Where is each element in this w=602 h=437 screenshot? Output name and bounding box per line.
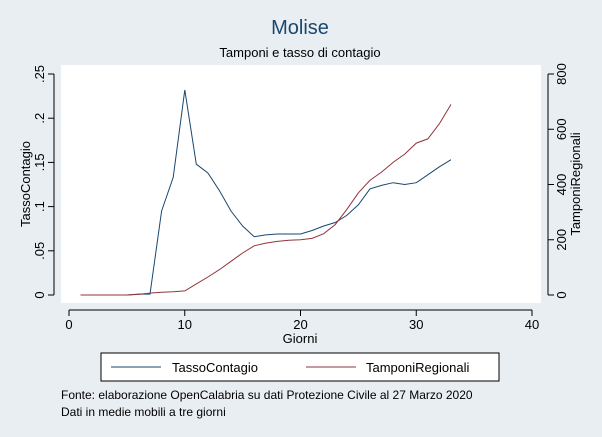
series-line-tamponiregionali: [80, 104, 452, 296]
legend-label-tassocontagio: TassoContagio: [172, 360, 258, 375]
left-tick-label: .2: [32, 113, 47, 124]
left-tick-label: .1: [32, 201, 47, 212]
left-tick-label: 0: [32, 291, 47, 298]
x-tick-label: 20: [293, 317, 307, 332]
x-tick-label: 10: [178, 317, 192, 332]
left-axis-ticks: 0 .05 .1 .15 .2 .25: [32, 65, 54, 299]
legend-label-tamponiregionali: TamponiRegionali: [366, 360, 469, 375]
legend: TassoContagio TamponiRegionali: [100, 352, 500, 382]
x-tick-label: 0: [65, 317, 72, 332]
plot-area: [61, 65, 541, 303]
left-tick-label: .15: [32, 153, 47, 171]
left-tick-label: .05: [32, 242, 47, 260]
series-group: [80, 89, 452, 296]
y-axis-left-title: TassoContagio: [18, 141, 33, 227]
right-tick-label: 400: [554, 174, 569, 196]
right-tick-label: 600: [554, 118, 569, 140]
right-axis-ticks: 0 200 400 600 800: [548, 63, 569, 299]
legend-box: [100, 352, 500, 382]
chart-subtitle: Tamponi e tasso di contagio: [219, 45, 380, 60]
left-tick-label: .25: [32, 65, 47, 83]
source-note: Fonte: elaborazione OpenCalabria su dati…: [61, 388, 473, 402]
right-tick-label: 0: [554, 291, 569, 298]
y-axis-right-title: TamponiRegionali: [568, 132, 583, 235]
method-note: Dati in medie mobili a tre giorni: [61, 405, 226, 419]
x-tick-label: 40: [525, 317, 539, 332]
x-axis-ticks: 0 10 20 30 40: [65, 310, 539, 332]
right-tick-label: 800: [554, 63, 569, 85]
chart-title: Molise: [271, 17, 329, 39]
right-tick-label: 200: [554, 229, 569, 251]
x-tick-label: 30: [409, 317, 423, 332]
x-axis-title: Giorni: [283, 331, 318, 346]
